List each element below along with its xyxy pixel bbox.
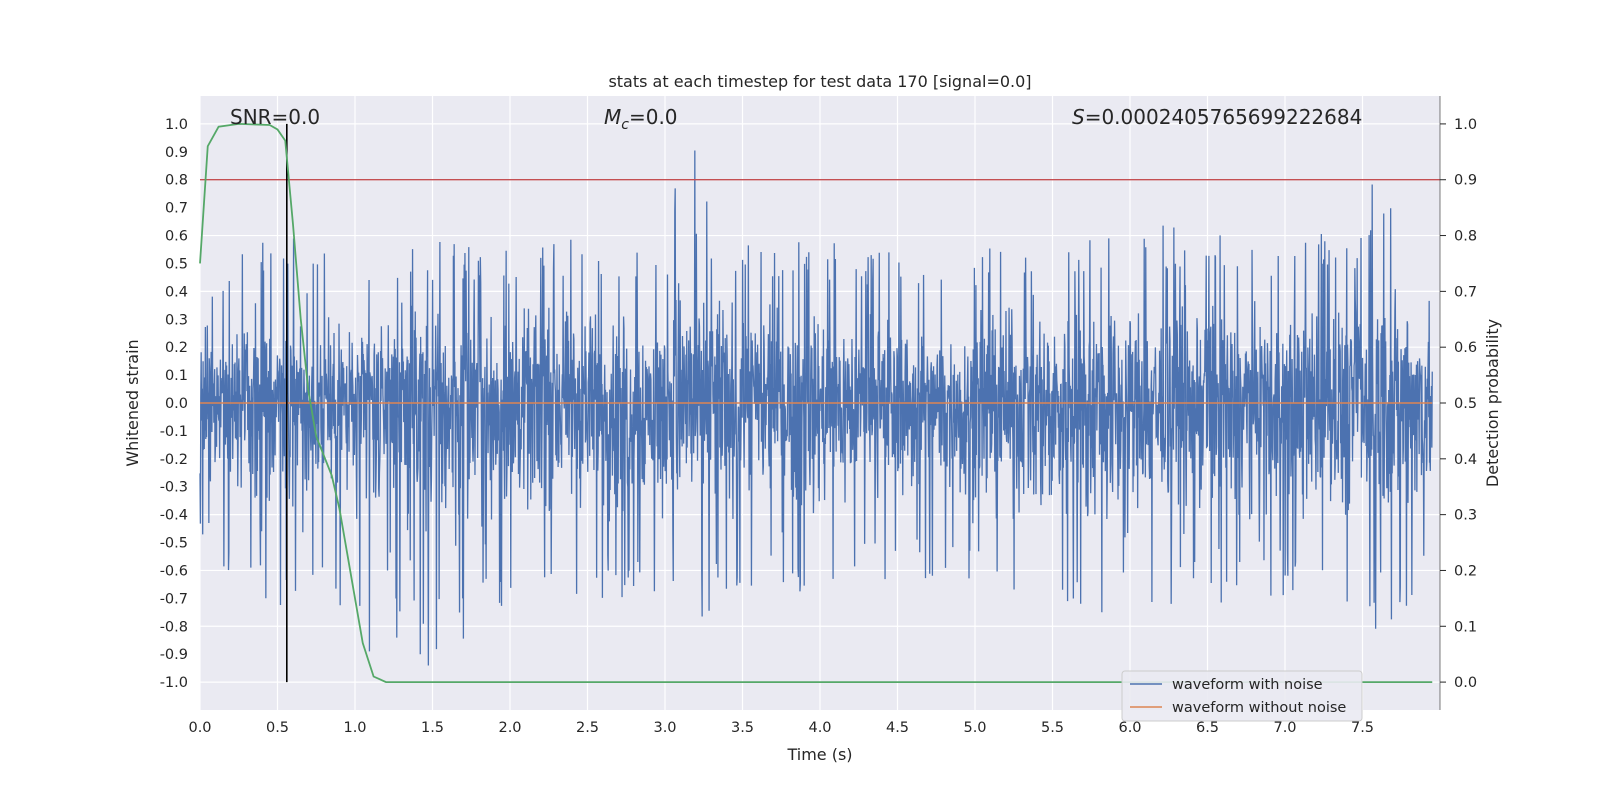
s-symbol: S (1072, 105, 1085, 129)
y-left-tick-label: 0.7 (165, 201, 188, 217)
x-tick-label: 1.5 (421, 720, 444, 736)
y-left-tick-label: -0.7 (160, 591, 188, 607)
legend: waveform with noise waveform without noi… (1121, 670, 1363, 722)
y-right-tick-label: 0.7 (1454, 284, 1477, 300)
x-tick-label: 3.5 (731, 720, 754, 736)
x-tick-label: 0.0 (188, 720, 211, 736)
x-tick-label: 5.0 (963, 720, 986, 736)
y-right-tick-label: 0.5 (1454, 396, 1477, 412)
y-right-tick-label: 0.8 (1454, 229, 1477, 245)
x-tick-label: 6.5 (1196, 720, 1219, 736)
s-value: =0.0002405765699222684 (1085, 105, 1363, 129)
y-left-tick-label: -0.2 (160, 452, 188, 468)
legend-box (1121, 670, 1363, 722)
y-left-tick-label: 0.8 (165, 173, 188, 189)
y-left-tick-label: -0.5 (160, 536, 188, 552)
y-left-tick-label: -0.4 (160, 508, 188, 524)
y-left-axis-ticks: 1.0 0.9 0.8 0.7 0.6 0.5 0.4 0.3 0.2 0.1 0.0 -0.1 -0.… (160, 117, 188, 691)
y-left-tick-label: -0.6 (160, 563, 188, 579)
y-right-tick-label: 0.1 (1454, 619, 1477, 635)
x-tick-label: 4.5 (886, 720, 909, 736)
x-tick-label: 4.0 (808, 720, 831, 736)
y-right-tick-label: 0.6 (1454, 340, 1477, 356)
y-left-tick-label: 0.6 (165, 229, 188, 245)
y-right-tick-label: 0.4 (1454, 452, 1477, 468)
y-left-tick-label: -0.9 (160, 647, 188, 663)
x-axis-label: Time (s) (786, 745, 852, 764)
y-right-tick-label: 0.3 (1454, 508, 1477, 524)
mc-subscript: c (621, 117, 629, 133)
y-right-axis-ticks: 1.0 0.9 0.8 0.7 0.6 0.5 0.4 0.3 0.2 0.1 0.0 (1439, 96, 1477, 710)
y-left-tick-label: 0.4 (165, 284, 188, 300)
y-left-tick-label: 0.0 (165, 396, 188, 412)
legend-label-noise: waveform with noise (1172, 677, 1323, 693)
y-right-tick-label: 0.9 (1454, 173, 1477, 189)
x-tick-label: 0.5 (266, 720, 289, 736)
y-left-tick-label: -0.3 (160, 480, 188, 496)
s-annotation: S=0.0002405765699222684 (1072, 105, 1362, 129)
mc-annotation: Mc=0.0 (604, 105, 678, 133)
x-tick-label: 7.5 (1351, 720, 1374, 736)
series-layer (199, 123, 1440, 683)
y-left-tick-label: 0.9 (165, 145, 188, 161)
y-left-tick-label: -0.1 (160, 424, 188, 440)
x-tick-label: 3.0 (653, 720, 676, 736)
y-left-axis-label: Whitened strain (123, 339, 142, 466)
series-waveform-with-noise (199, 150, 1433, 666)
y-right-tick-label: 1.0 (1454, 117, 1477, 133)
legend-label-clean: waveform without noise (1172, 700, 1346, 716)
y-left-tick-label: -1.0 (160, 675, 188, 691)
y-left-tick-label: -0.8 (160, 619, 188, 635)
x-tick-label: 7.0 (1273, 720, 1296, 736)
y-right-tick-label: 0.2 (1454, 563, 1477, 579)
y-right-axis-label: Detection probability (1483, 319, 1502, 487)
series-detection-probability (199, 123, 1433, 683)
y-left-tick-label: 0.1 (165, 368, 188, 384)
x-tick-label: 1.0 (343, 720, 366, 736)
y-left-tick-label: 0.3 (165, 312, 188, 328)
x-tick-label: 5.5 (1041, 720, 1064, 736)
chart-title: stats at each timestep for test data 170… (608, 72, 1031, 91)
mc-value: =0.0 (629, 105, 678, 129)
x-tick-label: 2.5 (576, 720, 599, 736)
x-tick-label: 2.0 (498, 720, 521, 736)
snr-annotation: SNR=0.0 (230, 105, 320, 129)
x-tick-label: 6.0 (1118, 720, 1141, 736)
y-left-tick-label: 1.0 (165, 117, 188, 133)
y-left-tick-label: 0.5 (165, 256, 188, 272)
y-right-tick-label: 0.0 (1454, 675, 1477, 691)
x-axis-ticks: 0.0 0.5 1.0 1.5 2.0 2.5 3.0 3.5 4.0 4.5 5.0 5.5 6.0 6… (188, 720, 1374, 736)
y-left-tick-label: 0.2 (165, 340, 188, 356)
mc-symbol: M (604, 105, 621, 129)
